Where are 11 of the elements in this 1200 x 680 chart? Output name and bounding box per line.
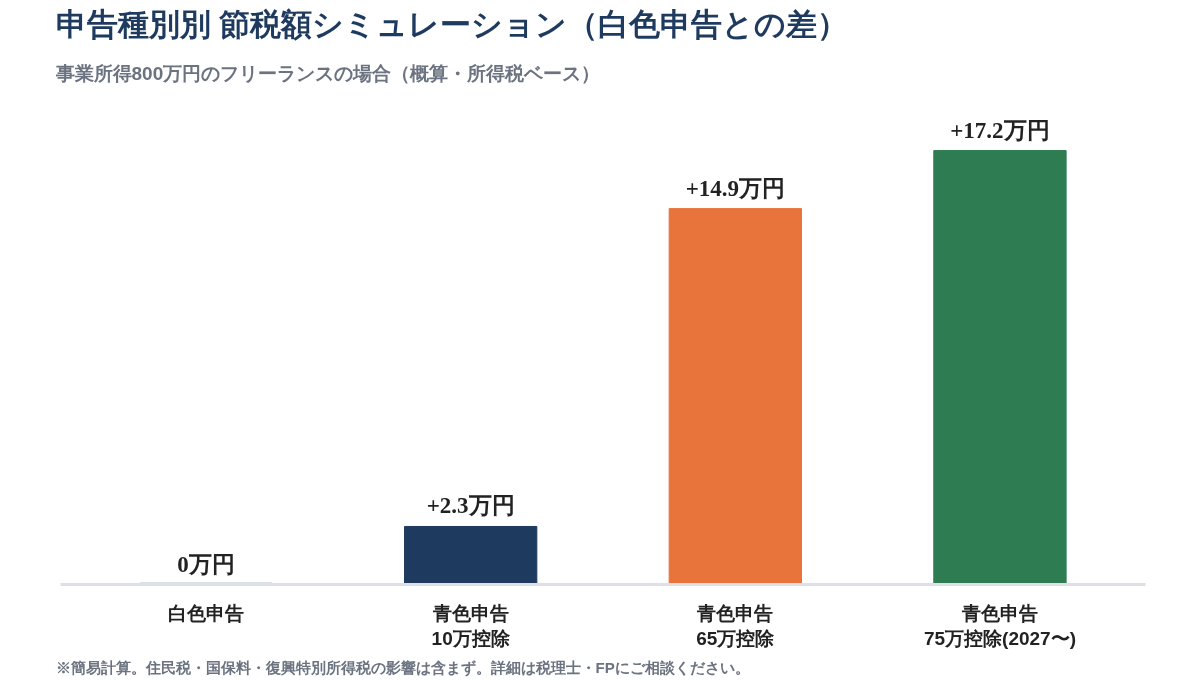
text: ※簡易計算。住民税・国保料・復興特別所得税の影響は含まず。詳細は税理士・FPにご相談ください。 <box>55 658 750 677</box>
chart-subtitle: 事業所得800万円のフリーランスの場合（概算・所得税ベース） <box>54 62 601 84</box>
x-tick-label: 白色申告 <box>168 602 245 624</box>
chart-title: 申告種別別 節税額シミュレーション（白色申告との差） <box>55 6 849 42</box>
x-tick-label: 青色申告 65万控除 <box>696 602 776 649</box>
data-label: +14.9万円 <box>685 175 785 201</box>
x-tick-label: 青色申告 75万控除(2027〜) <box>923 602 1076 649</box>
data-label: 0万円 <box>177 551 235 577</box>
data-label: +17.2万円 <box>950 117 1050 143</box>
x-tick-label: 青色申告 10万控除 <box>431 602 511 649</box>
data-label: +2.3万円 <box>426 493 515 519</box>
